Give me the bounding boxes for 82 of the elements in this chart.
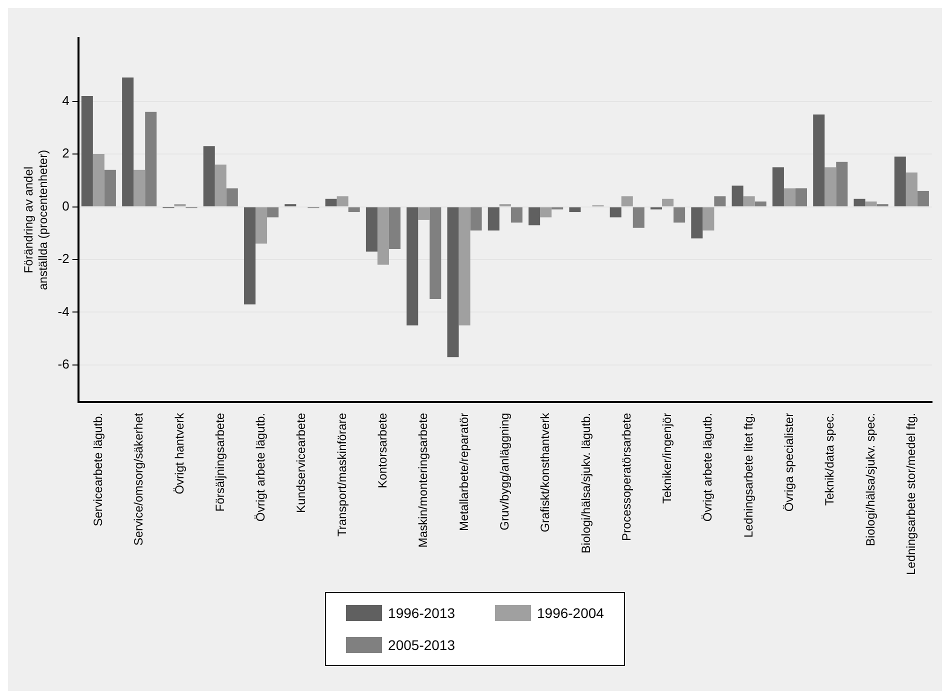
legend-label: 1996-2004 <box>537 605 604 621</box>
bar <box>917 190 929 206</box>
bar <box>92 154 104 206</box>
bar <box>81 96 93 206</box>
bar <box>430 207 442 300</box>
x-tick-label: Kontorsarbete <box>376 412 390 488</box>
bar <box>795 188 808 206</box>
bar <box>836 162 848 206</box>
bar <box>145 112 157 206</box>
x-tick-label: Maskin/monteringsarbete <box>416 412 430 548</box>
bar <box>732 186 744 206</box>
x-tick-label: Övrigt arbete lägutb. <box>700 412 715 522</box>
bar <box>754 201 766 206</box>
bar <box>662 198 674 206</box>
bar <box>406 207 418 326</box>
bar <box>325 198 337 206</box>
x-tick-label: Ledningsarbete stor/medel ftg. <box>904 412 918 576</box>
bar <box>702 207 714 230</box>
bar <box>488 207 500 230</box>
bar <box>894 156 906 206</box>
x-tick-label: Övrigt hantverk <box>172 412 186 494</box>
bar <box>772 167 784 206</box>
bar <box>674 207 686 223</box>
bar <box>336 196 348 206</box>
x-tick-label: Biologi/hälsa/sjukv. spec. <box>863 412 878 546</box>
bar <box>104 170 116 206</box>
legend-label: 1996-2013 <box>388 605 455 621</box>
bar <box>377 207 389 265</box>
x-tick-label: Service/omsorg/säkerhet <box>132 412 146 546</box>
bar <box>388 207 401 249</box>
x-tick-label: Processoperatörsarbete <box>619 412 634 541</box>
y-tick-label: -4 <box>58 304 70 319</box>
x-tick-label: Övriga specialister <box>782 412 796 512</box>
bar <box>610 207 622 218</box>
bar <box>824 167 836 206</box>
bar <box>203 146 215 206</box>
bar <box>813 114 825 206</box>
bar <box>510 207 522 223</box>
bar <box>865 201 877 206</box>
y-tick-label: 0 <box>62 198 70 214</box>
bar <box>854 198 866 206</box>
bar <box>214 164 226 206</box>
x-tick-label: Metallarbete/reparatör <box>456 412 471 531</box>
bar <box>621 196 633 206</box>
bar <box>784 188 796 206</box>
bar <box>226 188 238 206</box>
bar <box>256 207 268 244</box>
bar <box>348 207 360 212</box>
y-tick-label: 4 <box>62 92 70 108</box>
bar <box>632 207 644 228</box>
bar <box>458 207 470 326</box>
bar <box>743 196 755 206</box>
bar <box>470 207 482 230</box>
bar <box>528 207 540 226</box>
x-tick-label: Kundservicearbete <box>294 412 308 513</box>
bar <box>569 207 581 212</box>
y-tick-label: -6 <box>58 356 70 372</box>
y-tick-label: 2 <box>62 146 70 161</box>
x-tick-label: Tekniker/ingenjör <box>660 412 674 504</box>
x-tick-label: Ledningsarbete litet ftg. <box>741 412 756 538</box>
y-axis-title: Förändring av andel anställda (procentenheter) <box>22 150 50 290</box>
x-tick-label: Gruv/bygg/anläggning <box>497 412 512 530</box>
x-tick-label: Transport/maskinförare <box>334 412 349 537</box>
bar <box>906 172 918 206</box>
bar <box>267 207 279 218</box>
x-tick-label: Övrigt arbete lägutb. <box>254 412 268 522</box>
legend-label: 2005-2013 <box>388 637 455 653</box>
bar <box>447 207 459 358</box>
x-tick-label: Servicearbete lägutb. <box>90 412 105 526</box>
bar <box>691 207 703 238</box>
y-tick-label: -2 <box>58 251 70 266</box>
bar <box>244 207 256 304</box>
bar <box>714 196 726 206</box>
x-tick-label: Biologi/hälsa/sjukv. lägutb. <box>578 412 593 554</box>
bar <box>134 170 146 206</box>
bar <box>418 207 430 220</box>
bar <box>366 207 378 252</box>
x-tick-label: Grafiskt/konsthantverk <box>538 412 552 532</box>
bar <box>540 207 552 218</box>
bar <box>122 78 134 206</box>
x-tick-label: Teknik/data spec. <box>822 412 837 506</box>
x-tick-label: Försäljningsarbete <box>212 412 227 512</box>
